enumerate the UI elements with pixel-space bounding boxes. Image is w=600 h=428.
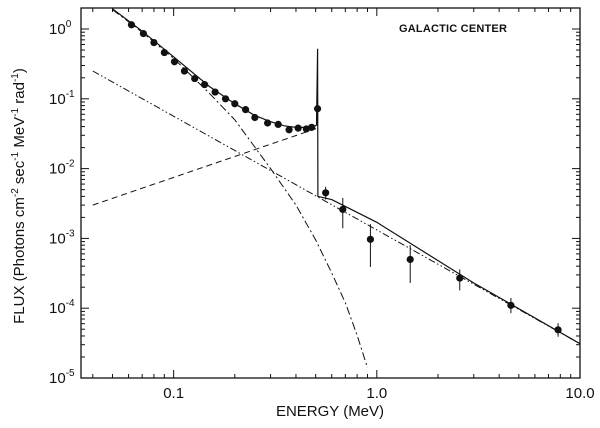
- model-dash-dot-dot-curve: [92, 70, 580, 345]
- y-axis-title: FLUX (Photons cm-2 sec-1 MeV-1 rad-1): [10, 68, 28, 324]
- data-point: [127, 21, 136, 29]
- data-point: [180, 67, 189, 75]
- data-point: [285, 126, 293, 134]
- data-point: [339, 205, 347, 214]
- annotation-galactic-center: GALACTIC CENTER: [399, 23, 507, 35]
- data-point: [251, 113, 259, 122]
- model-curves: [92, 8, 580, 368]
- y-tick-label: 10-3: [49, 228, 75, 247]
- data-point: [211, 88, 219, 96]
- data-point: [274, 120, 282, 128]
- data-point: [139, 29, 148, 38]
- data-point: [160, 48, 168, 57]
- x-tick-label: 0.1: [163, 385, 184, 402]
- data-points: [127, 21, 562, 334]
- y-tick-label: 100: [49, 19, 72, 38]
- data-point: [150, 38, 158, 47]
- data-point: [406, 255, 414, 264]
- x-tick-label: 1.0: [366, 385, 387, 402]
- axis-ticks: [81, 7, 581, 379]
- data-point: [221, 95, 230, 103]
- y-tick-label: 10-2: [49, 159, 75, 178]
- data-point: [170, 58, 179, 66]
- y-tick-label: 10-5: [49, 368, 75, 387]
- plot-frame: [80, 7, 581, 379]
- data-point: [456, 274, 464, 282]
- y-tick-label: 10-4: [49, 298, 75, 317]
- x-axis-title: ENERGY (MeV): [276, 403, 384, 420]
- y-tick-labels: 100 10-1 10-2 10-3 10-4 10-5: [49, 19, 75, 387]
- data-point: [313, 105, 322, 113]
- data-point: [366, 235, 375, 243]
- data-point: [241, 106, 250, 114]
- x-tick-label: 10.0: [565, 385, 594, 402]
- model-solid-curve: [112, 8, 580, 345]
- data-point: [263, 119, 272, 127]
- data-point: [322, 189, 330, 197]
- model-dash-dot-curve: [112, 9, 368, 368]
- data-point: [308, 123, 316, 131]
- data-point: [191, 74, 199, 83]
- data-point: [507, 301, 515, 309]
- data-point: [231, 100, 239, 108]
- y-tick-label: 10-1: [49, 89, 75, 108]
- x-tick-labels: 0.1 1.0 10.0: [163, 385, 594, 402]
- model-dashed-curve: [92, 127, 318, 206]
- data-point: [294, 124, 302, 132]
- data-point: [200, 80, 209, 89]
- data-point: [554, 326, 562, 334]
